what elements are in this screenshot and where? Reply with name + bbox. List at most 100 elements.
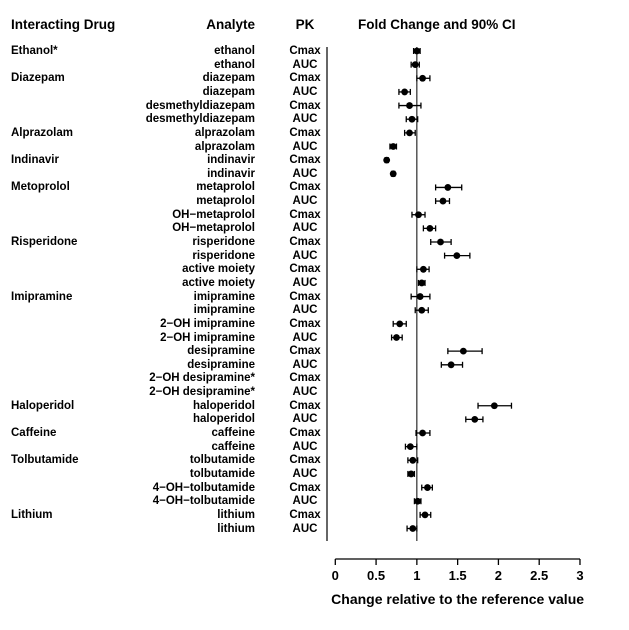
- row-analyte-label: alprazolam: [194, 126, 255, 139]
- data-point: [419, 429, 426, 437]
- data-point: [411, 61, 419, 69]
- data-point: [426, 224, 434, 232]
- data-point: [406, 102, 413, 109]
- x-tick-label: 1: [413, 568, 420, 583]
- data-point: [383, 156, 391, 164]
- row-analyte-label: caffeine: [211, 427, 255, 439]
- row-pk-label: AUC: [292, 331, 318, 344]
- x-axis-title: Change relative to the reference value: [331, 591, 584, 607]
- row-drug-label: Risperidone: [11, 236, 78, 248]
- row-analyte-label: 2−OH desipramine*: [149, 372, 255, 385]
- row-analyte-label: desipramine: [187, 345, 255, 358]
- plot-title: Fold Change and 90% CI: [358, 17, 516, 32]
- row-pk-label: AUC: [292, 276, 318, 289]
- x-tick-label: 3: [576, 568, 583, 583]
- x-tick-label: 2: [495, 568, 502, 583]
- data-point: [406, 129, 413, 137]
- data-point: [490, 402, 498, 410]
- row-pk-label: AUC: [292, 413, 318, 426]
- x-tick-label: 0: [332, 568, 339, 583]
- row-pk-label: AUC: [292, 140, 318, 153]
- data-point: [406, 443, 414, 451]
- data-point: [437, 238, 444, 246]
- data-point: [419, 74, 426, 82]
- data-point: [389, 170, 397, 178]
- row-analyte-label: 2−OH imipramine: [160, 331, 255, 344]
- row-analyte-label: metaprolol: [196, 181, 255, 194]
- row-analyte-label: risperidone: [192, 249, 255, 262]
- row-analyte-label: diazepam: [202, 85, 255, 98]
- x-tick-label: 0.5: [367, 568, 385, 583]
- row-analyte-label: metaprolol: [196, 195, 255, 208]
- row-analyte-label: risperidone: [192, 236, 255, 248]
- row-pk-label: AUC: [292, 195, 318, 208]
- row-analyte-label: tolbutamide: [189, 454, 255, 467]
- row-pk-label: Cmax: [289, 208, 321, 221]
- column-header-pk: PK: [295, 17, 315, 32]
- row-pk-label: AUC: [292, 495, 318, 508]
- row-pk-label: Cmax: [289, 236, 321, 248]
- row-analyte-label: lithium: [217, 508, 255, 521]
- data-point: [408, 115, 416, 123]
- data-point: [459, 347, 467, 355]
- data-point: [424, 484, 431, 491]
- row-pk-label: Cmax: [289, 427, 321, 439]
- row-pk-label: Cmax: [289, 508, 321, 521]
- column-header-analyte: Analyte: [206, 17, 255, 32]
- row-pk-label: Cmax: [289, 317, 321, 330]
- row-analyte-label: 4−OH−tolbutamide: [152, 495, 255, 508]
- row-drug-label: Diazepam: [11, 72, 65, 85]
- row-drug-label: Tolbutamide: [11, 454, 79, 467]
- row-pk-label: AUC: [292, 522, 318, 535]
- data-point: [418, 279, 426, 287]
- data-point: [471, 415, 479, 423]
- row-pk-label: Cmax: [289, 45, 321, 57]
- row-analyte-label: indinavir: [207, 167, 255, 180]
- row-pk-label: AUC: [292, 467, 318, 480]
- row-pk-label: Cmax: [289, 290, 321, 303]
- row-analyte-label: haloperidol: [193, 399, 255, 412]
- x-tick-label: 1.5: [449, 568, 467, 583]
- data-point: [389, 143, 397, 150]
- column-header-interacting-drug: Interacting Drug: [11, 17, 116, 32]
- row-analyte-label: 2−OH desipramine*: [149, 386, 255, 399]
- data-point: [393, 334, 400, 341]
- row-analyte-label: OH−metaprolol: [172, 222, 255, 235]
- row-analyte-label: OH−metaprolol: [172, 208, 255, 221]
- row-analyte-label: imipramine: [193, 304, 255, 317]
- row-analyte-label: 2−OH imipramine: [160, 317, 255, 330]
- row-drug-label: Caffeine: [11, 427, 57, 439]
- data-point: [416, 293, 424, 300]
- row-drug-label: Lithium: [11, 508, 53, 521]
- row-pk-label: AUC: [292, 113, 318, 126]
- data-point: [419, 265, 427, 273]
- row-analyte-label: ethanol: [214, 45, 255, 57]
- x-tick-label: 2.5: [530, 568, 548, 583]
- row-pk-label: Cmax: [289, 126, 321, 139]
- row-pk-label: AUC: [292, 304, 318, 317]
- row-analyte-label: tolbutamide: [189, 467, 255, 480]
- data-point: [439, 197, 447, 205]
- row-analyte-label: desmethyldiazepam: [145, 99, 255, 112]
- row-pk-label: AUC: [292, 167, 318, 180]
- data-point: [401, 88, 409, 96]
- row-pk-label: AUC: [292, 386, 318, 399]
- row-analyte-label: caffeine: [211, 440, 255, 453]
- data-point: [409, 456, 417, 464]
- row-analyte-label: desipramine: [187, 358, 255, 371]
- data-point: [396, 320, 404, 328]
- row-pk-label: Cmax: [289, 72, 321, 85]
- data-point: [444, 184, 452, 191]
- data-point: [407, 470, 415, 478]
- row-pk-label: Cmax: [289, 372, 321, 385]
- row-analyte-label: indinavir: [207, 154, 255, 167]
- row-pk-label: Cmax: [289, 481, 321, 494]
- row-drug-label: Imipramine: [11, 290, 73, 303]
- row-analyte-label: alprazolam: [194, 140, 255, 153]
- data-point: [418, 306, 426, 314]
- data-point: [453, 252, 461, 260]
- row-pk-label: AUC: [292, 358, 318, 371]
- row-analyte-label: ethanol: [214, 58, 255, 71]
- row-analyte-label: active moiety: [182, 263, 255, 276]
